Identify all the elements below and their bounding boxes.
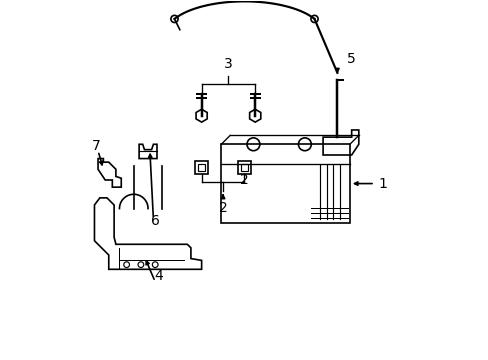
Text: 5: 5 xyxy=(346,52,355,66)
Bar xyxy=(198,164,205,171)
Text: 2: 2 xyxy=(218,202,227,215)
Text: 3: 3 xyxy=(224,57,232,71)
Text: 6: 6 xyxy=(150,214,159,228)
Text: 2: 2 xyxy=(240,173,248,187)
Bar xyxy=(238,161,250,174)
Text: 4: 4 xyxy=(154,269,163,283)
Text: 7: 7 xyxy=(92,139,101,153)
Bar xyxy=(195,161,207,174)
Bar xyxy=(241,164,247,171)
Text: 1: 1 xyxy=(378,176,386,190)
